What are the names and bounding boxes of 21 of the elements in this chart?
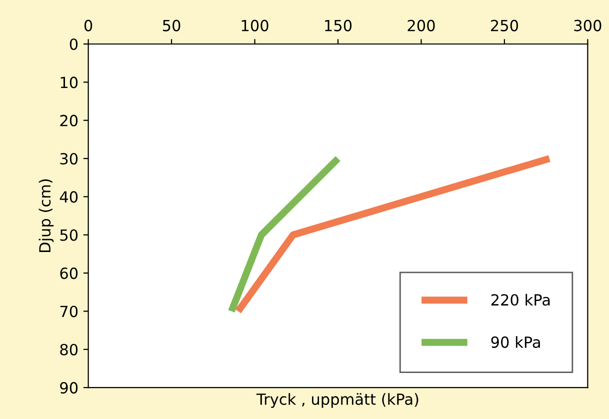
y-tick-label: 50 (60, 229, 78, 241)
x-tick-label: 300 (574, 20, 602, 32)
y-tick-label: 90 (60, 382, 78, 394)
y-tick-label: 40 (60, 191, 78, 203)
legend-label: 220 kPa (491, 294, 550, 306)
x-tick-label: 250 (490, 20, 518, 32)
legend-label: 90 kPa (491, 336, 540, 348)
x-tick-label: 50 (162, 20, 180, 32)
y-tick-label: 80 (60, 344, 78, 356)
x-tick-label: 150 (325, 20, 352, 32)
y-tick-label: 20 (60, 114, 78, 126)
y-tick-label: 0 (70, 38, 78, 50)
y-tick-label: 30 (60, 152, 78, 165)
x-axis-title: Tryck , uppmätt (kPa) (256, 393, 418, 408)
x-tick-label: 0 (84, 20, 92, 32)
y-tick-label: 10 (60, 76, 78, 88)
y-tick-label: 70 (60, 306, 78, 318)
y-tick-label: 60 (60, 268, 78, 280)
y-axis-title: Djup (cm) (38, 179, 54, 252)
x-tick-label: 100 (242, 20, 268, 32)
x-tick-label: 200 (408, 20, 435, 32)
